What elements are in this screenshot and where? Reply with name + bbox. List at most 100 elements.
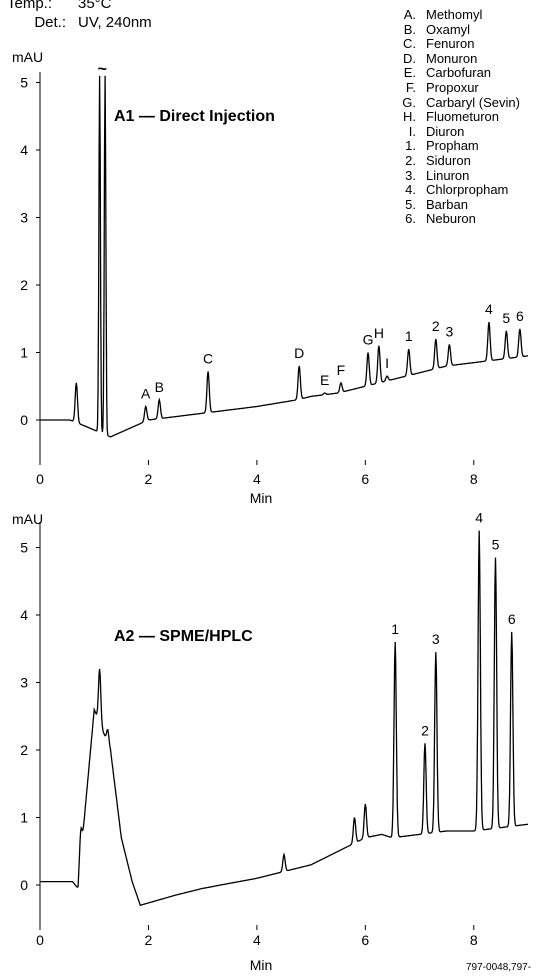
x-axis-title: Min	[250, 490, 273, 506]
x-axis-title: Min	[250, 957, 273, 973]
legend-name: Siduron	[426, 152, 471, 168]
peak-label: 1	[391, 621, 399, 637]
y-tick-label: 0	[20, 877, 28, 893]
legend-key: A.	[403, 7, 416, 22]
legend-name: Propoxur	[426, 79, 479, 95]
peak-label: A	[141, 386, 151, 402]
legend-key: H.	[403, 109, 416, 125]
panel-title: A2 — SPME/HPLC	[114, 628, 253, 645]
legend-entry: A. Methomyl	[396, 7, 554, 23]
legend-name: Fenuron	[426, 36, 475, 52]
legend-entry: D. Monuron	[396, 50, 554, 67]
x-tick-label: 8	[470, 932, 478, 948]
chromatogram-trace	[40, 75, 528, 438]
panel-title: A1 — Direct Injection	[114, 108, 275, 125]
det-value: UV, 240nm	[78, 14, 152, 31]
legend-key: 2.	[405, 152, 416, 168]
y-tick-label: 3	[20, 210, 28, 226]
x-tick-label: 8	[470, 471, 478, 487]
y-tick-label: 1	[20, 810, 28, 826]
legend-key: D.	[403, 50, 416, 66]
y-tick-label: 5	[20, 75, 28, 91]
y-tick-label: 5	[20, 540, 28, 556]
legend-name: Fluometuron	[426, 109, 499, 125]
x-tick-label: 4	[253, 932, 261, 948]
peak-label: H	[374, 325, 384, 341]
legend-name: Neburon	[426, 211, 476, 227]
legend-entry: G. Carbaryl (Sevin)	[396, 94, 554, 111]
figure-code: 797-0048,797-	[466, 962, 532, 973]
x-tick-label: 4	[253, 471, 261, 487]
legend-key: C.	[403, 36, 416, 52]
x-tick-label: 6	[361, 932, 369, 948]
legend-name: Monuron	[426, 50, 478, 66]
peak-label: 2	[421, 722, 429, 738]
temp-key: Temp.:	[6, 0, 52, 12]
y-axis-title: mAU	[12, 49, 43, 65]
legend-entry: B. Oxamyl	[396, 21, 554, 38]
legend-key: 1.	[405, 138, 416, 154]
peak-label: E	[320, 372, 329, 388]
legend-key: 3.	[405, 167, 416, 183]
legend-name: Diuron	[426, 123, 465, 139]
legend-key: B.	[403, 21, 416, 37]
y-tick-label: 0	[20, 412, 28, 428]
method-conditions: Temp.: 35°C Det.: UV, 240nm	[0, 0, 260, 40]
peak-label: D	[294, 345, 304, 361]
peak-label: C	[203, 350, 213, 366]
legend-entry: E. Carbofuran	[396, 66, 554, 81]
legend-name: Carbofuran	[426, 65, 492, 81]
x-tick-label: 2	[145, 471, 153, 487]
axis-break-marker: ~	[98, 61, 107, 78]
y-tick-label: 1	[20, 345, 28, 361]
y-tick-label: 3	[20, 675, 28, 691]
compound-legend: A. Methomyl B. Oxamyl C. Fenuron D. Monuron E. Ca…	[396, 7, 554, 227]
legend-key: 6.	[405, 211, 416, 227]
legend-name: Propham	[426, 138, 479, 154]
peak-label: 3	[432, 631, 440, 647]
peak-label: B	[155, 379, 164, 395]
temp-value: 35°C	[78, 0, 112, 12]
y-tick-label: 2	[20, 277, 28, 293]
legend-name: Barban	[426, 196, 468, 212]
legend-entry: 2. Siduron	[396, 152, 554, 169]
peak-label: 5	[492, 537, 500, 553]
legend-name: Carbaryl (Sevin)	[426, 94, 520, 110]
legend-name: Methomyl	[426, 7, 483, 22]
legend-name: Linuron	[426, 167, 470, 183]
peak-label: 4	[485, 301, 493, 317]
legend-name: Oxamyl	[426, 21, 471, 37]
peak-label: 1	[405, 328, 413, 344]
legend-entry: H. Fluometuron	[396, 110, 554, 125]
peak-label: 4	[475, 510, 483, 526]
chromatogram-trace	[40, 530, 528, 907]
x-tick-label: 2	[145, 932, 153, 948]
legend-entry: 6. Neburon	[396, 212, 554, 227]
y-tick-label: 4	[20, 607, 28, 623]
legend-key: F.	[405, 79, 416, 95]
legend-entry: C. Fenuron	[396, 37, 554, 52]
peak-label: 3	[445, 323, 453, 339]
legend-key: G.	[402, 94, 416, 110]
peak-label: 6	[508, 611, 516, 627]
legend-key: I.	[408, 123, 416, 139]
x-tick-label: 6	[361, 471, 369, 487]
peak-label: G	[363, 332, 374, 348]
legend-entry: F. Propoxur	[396, 79, 554, 96]
peak-label: I	[385, 355, 389, 371]
legend-key: E.	[403, 65, 416, 81]
legend-entry: I. Diuron	[396, 123, 554, 140]
legend-entry: 1. Propham	[396, 139, 554, 154]
peak-label: 6	[516, 308, 524, 324]
det-key: Det.:	[34, 14, 66, 31]
peak-label: 2	[432, 318, 440, 334]
y-axis-title: mAU	[12, 511, 43, 527]
peak-label: 5	[502, 310, 510, 326]
legend-key: 5.	[405, 196, 416, 212]
legend-name: Chlorpropham	[426, 182, 509, 198]
y-tick-label: 4	[20, 142, 28, 158]
legend-key: 4.	[405, 182, 416, 198]
legend-entry: 3. Linuron	[396, 167, 554, 184]
x-tick-label: 0	[36, 932, 44, 948]
